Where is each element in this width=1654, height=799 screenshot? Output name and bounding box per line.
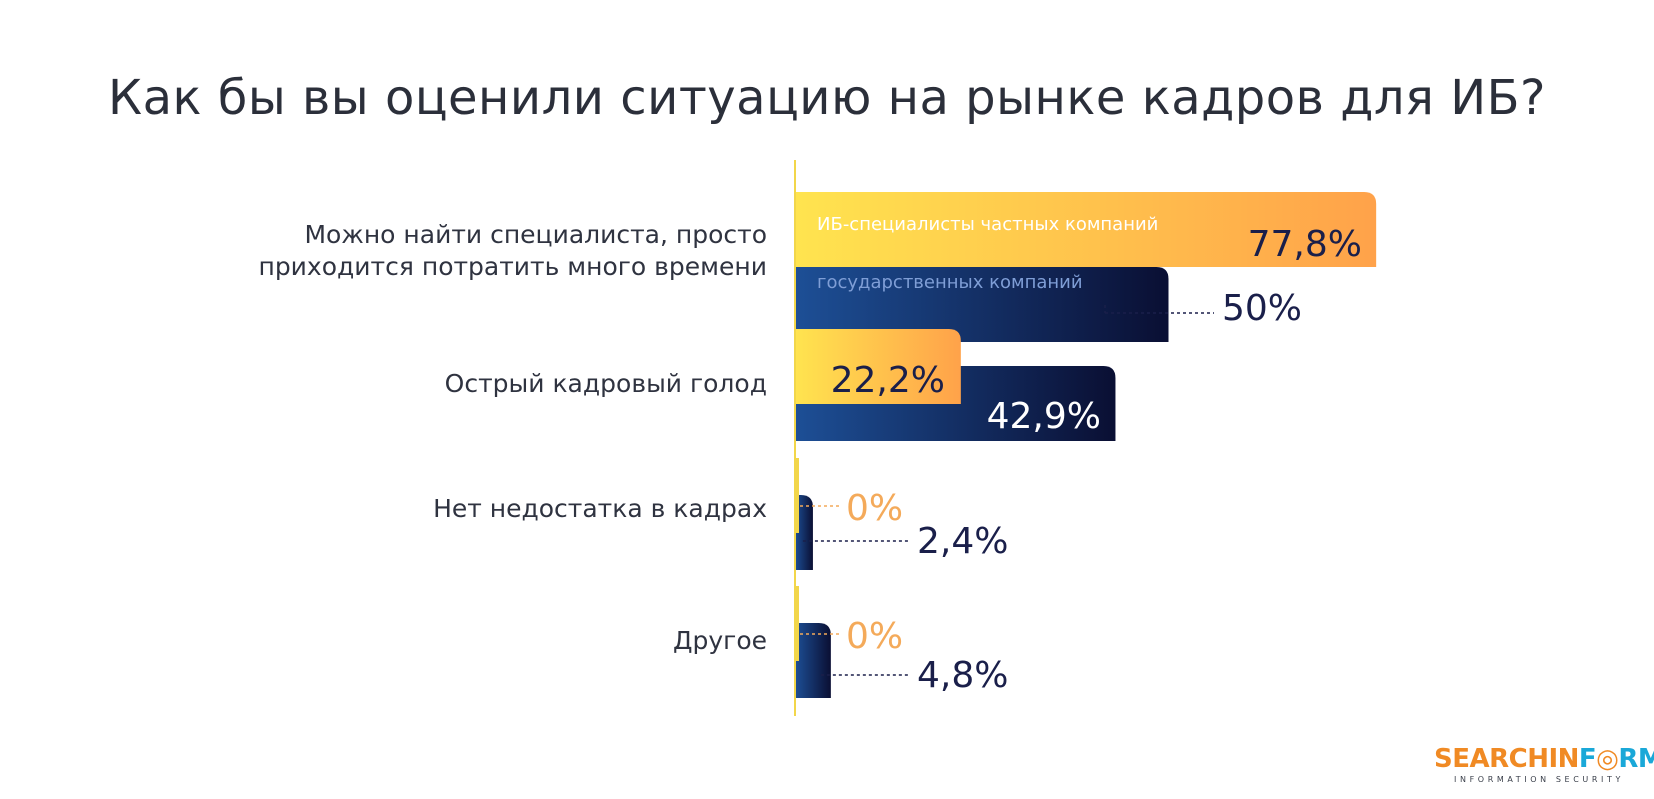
- value-label-public: 2,4%: [917, 521, 1008, 562]
- value-label-public: 50%: [1222, 288, 1302, 329]
- logo-magnifier-icon: ◎: [1596, 744, 1619, 774]
- searchinform-logo: SEARCHINF◎RM INFORMATION SECURITY: [1434, 744, 1654, 784]
- bar-private: [795, 192, 1377, 267]
- legend-private: ИБ-специалисты частных компаний: [817, 214, 1158, 235]
- logo-subtitle: INFORMATION SECURITY: [1454, 775, 1624, 784]
- category-label: приходится потратить много времени: [258, 252, 767, 281]
- value-label-private: 22,2%: [831, 360, 945, 401]
- logo-part3: RM: [1618, 744, 1654, 774]
- category-label: Нет недостатка в кадрах: [433, 494, 767, 523]
- bar-public: [795, 495, 813, 570]
- value-label-public: 42,9%: [987, 396, 1101, 437]
- bar-public: [795, 267, 1169, 342]
- value-label-private: 0%: [846, 488, 903, 529]
- category-label: Можно найти специалиста, просто: [304, 220, 767, 249]
- chart-title: Как бы вы оценили ситуацию на рынке кадр…: [108, 70, 1546, 126]
- legend-public: государственных компаний: [817, 272, 1083, 293]
- value-label-private: 0%: [846, 616, 903, 657]
- logo-part2: F: [1578, 744, 1597, 774]
- bar-private: [795, 586, 799, 661]
- bar-private: [795, 458, 799, 533]
- bar-public: [795, 623, 831, 698]
- logo-part1: SEARCHIN: [1434, 744, 1579, 774]
- category-label: Острый кадровый голод: [445, 369, 767, 398]
- category-label: Другое: [673, 626, 767, 655]
- bar-private: [795, 329, 961, 404]
- value-label-public: 4,8%: [917, 655, 1008, 696]
- value-label-private: 77,8%: [1248, 224, 1362, 265]
